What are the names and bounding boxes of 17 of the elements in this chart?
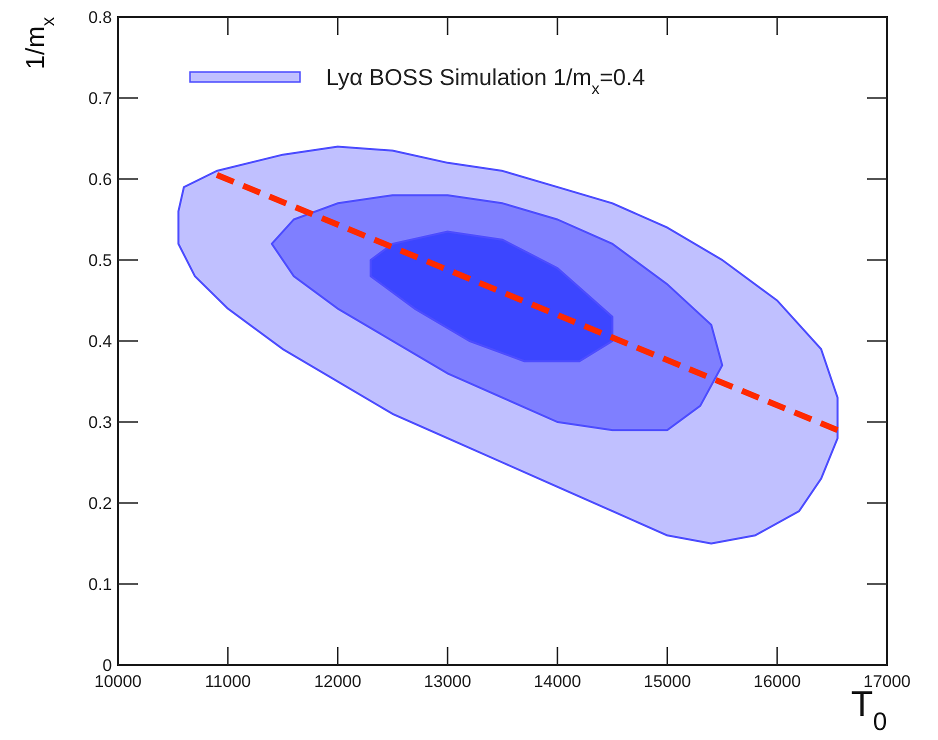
x-tick-label: 13000 — [424, 672, 472, 691]
y-tick-label: 0.1 — [88, 575, 112, 594]
y-tick-label: 0 — [102, 656, 112, 675]
legend-label: Lyα BOSS Simulation 1/m$_{x}$=0.4 — [326, 64, 646, 98]
x-tick-label: 16000 — [754, 672, 801, 691]
x-tick-label: 12000 — [314, 672, 362, 691]
y-tick-label: 0.3 — [88, 413, 112, 432]
y-tick-label: 0.5 — [88, 251, 112, 270]
y-tick-label: 0.2 — [88, 494, 112, 513]
x-tick-label: 14000 — [534, 672, 582, 691]
x-tick-label: 15000 — [644, 672, 691, 691]
x-tick-label: 11000 — [204, 672, 251, 691]
y-tick-label: 0.8 — [88, 8, 112, 27]
y-tick-label: 0.4 — [88, 332, 112, 351]
y-tick-label: 0.6 — [88, 170, 112, 189]
y-tick-label: 0.7 — [88, 89, 112, 108]
x-tick-label: 10000 — [94, 672, 142, 691]
